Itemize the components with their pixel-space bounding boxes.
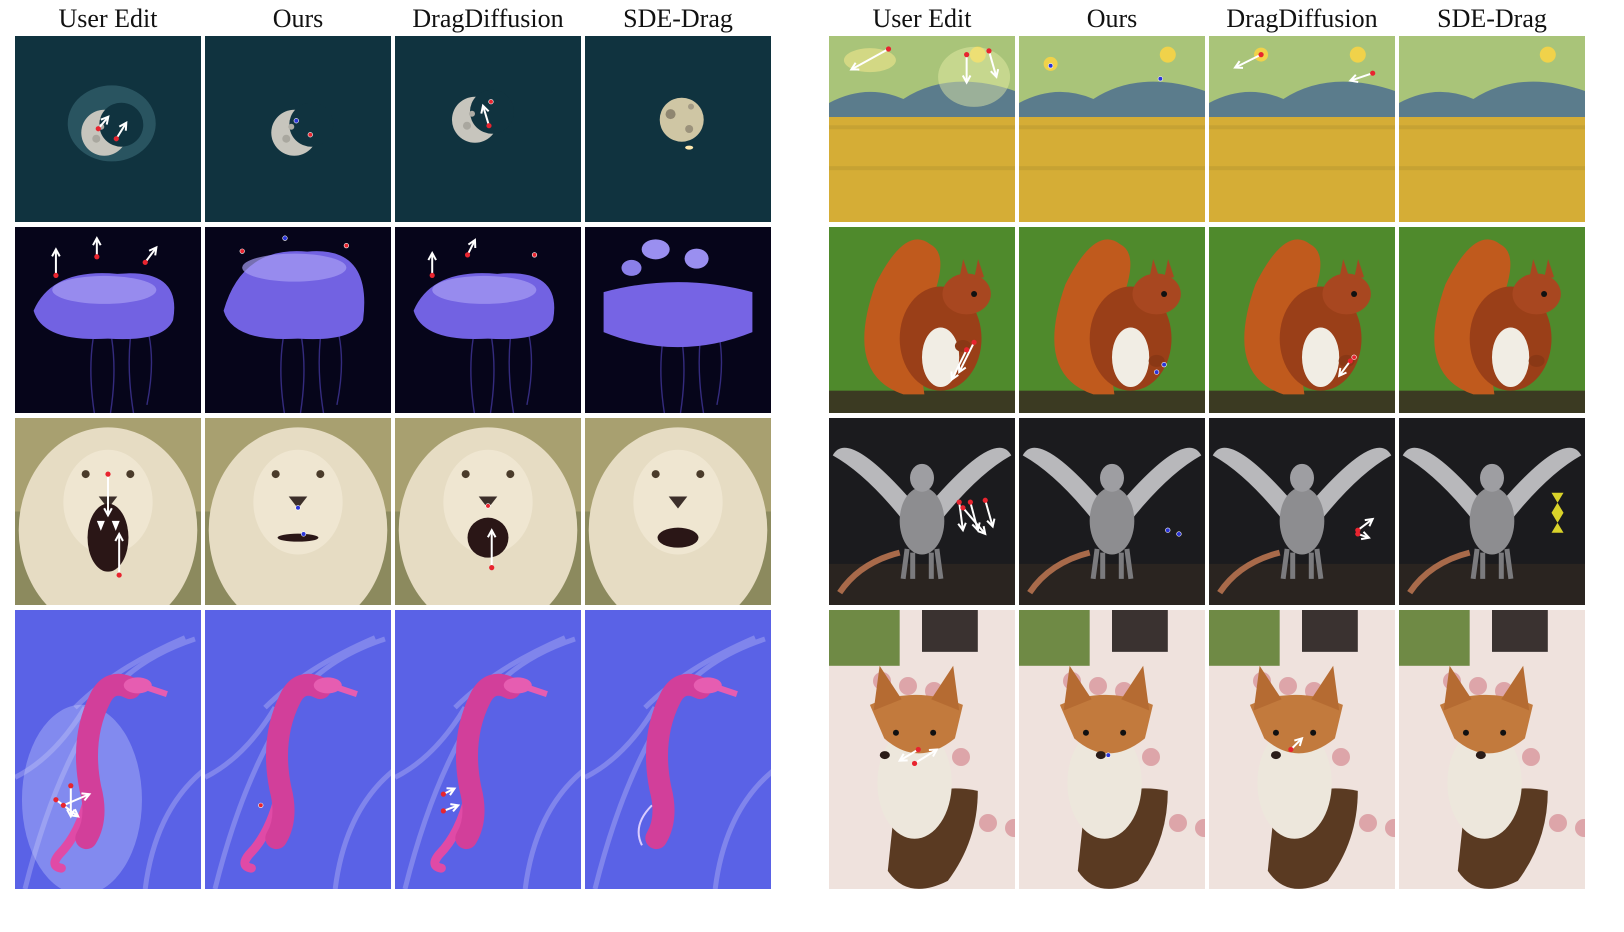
fox-dragdiffusion-image xyxy=(1209,610,1395,889)
griffin-ours-image xyxy=(1019,418,1205,605)
griffin-sde-drag-image xyxy=(1399,418,1585,605)
header-user-edit: User Edit xyxy=(872,4,972,33)
moon-dragdiffusion-image xyxy=(395,36,581,222)
squirrel-sde-drag-image xyxy=(1399,227,1585,413)
fox-ours-image xyxy=(1019,610,1205,889)
lion-sde-drag-image xyxy=(585,418,771,605)
lion-user-edit-image xyxy=(15,418,201,605)
squirrel-ours-image xyxy=(1019,227,1205,413)
seahorse-user-edit-image xyxy=(15,610,201,889)
moon-ours-image xyxy=(205,36,391,222)
jellyfish-user-edit-image xyxy=(15,227,201,413)
painting-ours-image xyxy=(1019,36,1205,222)
lion-ours-image xyxy=(205,418,391,605)
seahorse-sde-drag-image xyxy=(585,610,771,889)
griffin-user-edit-image xyxy=(829,418,1015,605)
seahorse-ours-image xyxy=(205,610,391,889)
header-sde-drag: SDE-Drag xyxy=(1437,4,1547,33)
header-user-edit: User Edit xyxy=(58,4,158,33)
jellyfish-ours-image xyxy=(205,227,391,413)
fox-user-edit-image xyxy=(829,610,1015,889)
griffin-dragdiffusion-image xyxy=(1209,418,1395,605)
moon-user-edit-image xyxy=(15,36,201,222)
moon-sde-drag-image xyxy=(585,36,771,222)
squirrel-user-edit-image xyxy=(829,227,1015,413)
fox-sde-drag-image xyxy=(1399,610,1585,889)
jellyfish-dragdiffusion-image xyxy=(395,227,581,413)
seahorse-dragdiffusion-image xyxy=(395,610,581,889)
lion-dragdiffusion-image xyxy=(395,418,581,605)
painting-user-edit-image xyxy=(829,36,1015,222)
header-dragdiffusion: DragDiffusion xyxy=(1226,4,1378,33)
jellyfish-sde-drag-image xyxy=(585,227,771,413)
header-dragdiffusion: DragDiffusion xyxy=(412,4,564,33)
header-ours: Ours xyxy=(1086,4,1138,33)
squirrel-dragdiffusion-image xyxy=(1209,227,1395,413)
painting-sde-drag-image xyxy=(1399,36,1585,222)
header-sde-drag: SDE-Drag xyxy=(623,4,733,33)
painting-dragdiffusion-image xyxy=(1209,36,1395,222)
header-ours: Ours xyxy=(272,4,324,33)
